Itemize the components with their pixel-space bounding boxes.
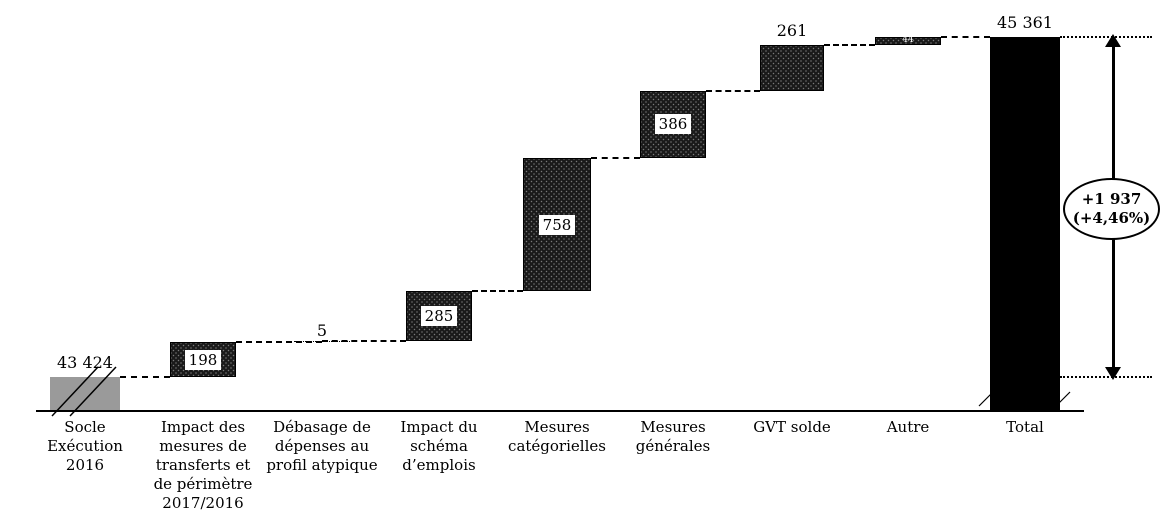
delta-value: +1 937 bbox=[1081, 190, 1142, 208]
category-label-mesures-generales: Mesures générales bbox=[635, 418, 711, 455]
bar-mesures-generales: 386 bbox=[640, 90, 706, 159]
x-axis bbox=[36, 410, 1084, 412]
category-label-mesures-categorielles: Mesures catégorielles bbox=[508, 418, 606, 455]
guide-line-baseline bbox=[1060, 376, 1152, 378]
connector-line bbox=[472, 290, 523, 293]
bar-transferts-perimetre: 198 bbox=[170, 342, 236, 377]
bar-total bbox=[990, 37, 1060, 410]
bar-autre: 44 bbox=[875, 35, 941, 46]
guide-line-top bbox=[1060, 36, 1152, 38]
bar-gvt-solde bbox=[760, 44, 824, 91]
category-label-socle-execution-2016: Socle Exécution 2016 bbox=[47, 418, 123, 474]
connector-line bbox=[236, 341, 322, 344]
bar-mesures-categorielles: 758 bbox=[523, 158, 591, 292]
arrow-head-down-icon bbox=[1105, 367, 1121, 380]
category-label-autre: Autre bbox=[886, 418, 930, 436]
category-label-transferts-perimetre: Impact des mesures de transferts et de p… bbox=[153, 418, 253, 512]
bar-socle-execution-2016 bbox=[50, 377, 120, 410]
connector-line bbox=[591, 157, 640, 160]
category-label-debasage-depenses: Débasage de dépenses au profil atypique bbox=[266, 418, 378, 474]
bar-value-label: 45 361 bbox=[997, 13, 1053, 32]
connector-line bbox=[941, 36, 990, 38]
category-label-total: Total bbox=[1006, 418, 1044, 436]
bar-value-label: 5 bbox=[316, 321, 328, 341]
connector-line bbox=[322, 340, 406, 343]
bar-value-label: 758 bbox=[538, 214, 576, 235]
bar-value-label: 43 424 bbox=[57, 353, 113, 372]
bar-value-label: 198 bbox=[184, 349, 222, 370]
category-label-schema-emplois: Impact du schéma d’emplois bbox=[400, 418, 478, 474]
bar-value-label: 285 bbox=[420, 306, 458, 327]
delta-percent: (+4,46%) bbox=[1072, 209, 1151, 227]
delta-annotation: +1 937 (+4,46%) bbox=[1063, 178, 1160, 240]
connector-line bbox=[120, 376, 170, 378]
category-label-gvt-solde: GVT solde bbox=[753, 418, 831, 436]
bar-value-label: 386 bbox=[654, 114, 692, 135]
bar-schema-emplois: 285 bbox=[406, 291, 472, 342]
bar-value-label: 44 bbox=[902, 35, 914, 46]
bar-value-label: 261 bbox=[776, 20, 808, 40]
connector-line bbox=[706, 89, 760, 92]
connector-line bbox=[824, 43, 875, 46]
